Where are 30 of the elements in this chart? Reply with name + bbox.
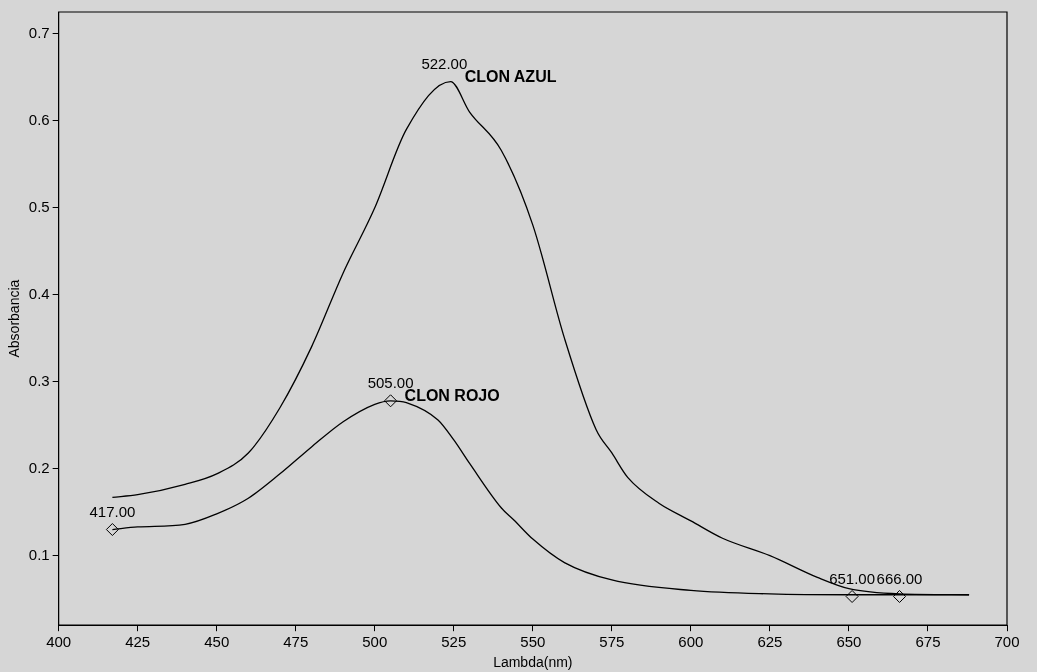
x-tick-label: 400	[46, 633, 72, 651]
x-tick-label: 525	[441, 633, 467, 651]
x-tick-label: 650	[836, 633, 862, 651]
x-tick-label: 700	[994, 633, 1020, 651]
x-tick-label: 575	[599, 633, 625, 651]
y-tick-label: 0.2	[28, 458, 50, 476]
y-tick-label: 0.4	[28, 284, 50, 302]
x-tick-label: 425	[125, 633, 151, 651]
y-tick-label: 0.7	[28, 23, 50, 41]
y-axis-title: Absorbancia	[6, 279, 23, 358]
x-axis-title: Lambda(nm)	[493, 654, 573, 671]
y-tick-label: 0.6	[28, 110, 50, 128]
x-tick-label: 625	[757, 633, 783, 651]
x-tick-label: 600	[678, 633, 704, 651]
x-tick-label: 550	[520, 633, 546, 651]
x-tick-label: 475	[283, 633, 309, 651]
point	[105, 523, 119, 537]
y-tick-label: 0.1	[28, 545, 50, 563]
point	[845, 590, 859, 603]
x-tick-label: 675	[915, 633, 941, 651]
annotation: 417.00	[89, 503, 136, 521]
x-tick-label: 450	[204, 633, 230, 651]
annotation: 666.00	[876, 570, 923, 588]
annotation: 651.00	[829, 570, 876, 588]
point	[384, 394, 398, 408]
series-label: CLON ROJO	[404, 387, 500, 405]
x-tick-label: 500	[362, 633, 388, 651]
y-tick-label: 0.3	[28, 371, 50, 389]
point	[893, 590, 907, 603]
y-tick-label: 0.5	[28, 197, 50, 215]
